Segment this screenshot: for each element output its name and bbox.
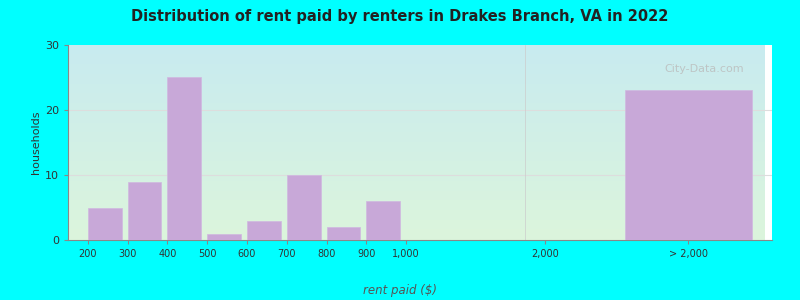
Text: rent paid ($): rent paid ($) xyxy=(363,284,437,297)
Bar xyxy=(286,175,321,240)
Bar xyxy=(207,233,241,240)
Text: Distribution of rent paid by renters in Drakes Branch, VA in 2022: Distribution of rent paid by renters in … xyxy=(131,9,669,24)
Bar xyxy=(366,201,400,240)
Bar xyxy=(167,77,202,240)
Y-axis label: households: households xyxy=(30,111,41,174)
Bar xyxy=(128,182,162,240)
Bar xyxy=(326,227,360,240)
Bar xyxy=(625,91,752,240)
Bar xyxy=(247,220,281,240)
Text: City-Data.com: City-Data.com xyxy=(665,64,744,74)
Bar xyxy=(88,208,122,240)
